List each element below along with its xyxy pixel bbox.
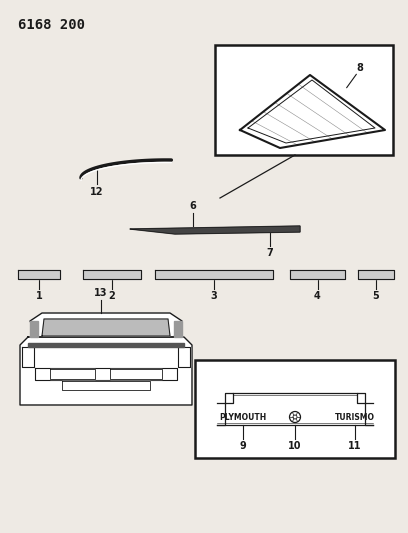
- Polygon shape: [30, 313, 182, 337]
- Polygon shape: [240, 75, 385, 148]
- Text: 9: 9: [239, 441, 246, 451]
- Polygon shape: [22, 347, 34, 367]
- Polygon shape: [83, 270, 141, 279]
- Circle shape: [293, 415, 297, 419]
- Text: 12: 12: [90, 187, 104, 197]
- Text: 1: 1: [35, 291, 42, 301]
- Polygon shape: [30, 321, 38, 337]
- Text: 4: 4: [314, 291, 321, 301]
- Bar: [215, 45, 393, 155]
- Polygon shape: [42, 319, 170, 336]
- Polygon shape: [62, 381, 150, 390]
- Circle shape: [290, 411, 301, 423]
- Text: 13: 13: [94, 288, 108, 298]
- Polygon shape: [290, 270, 345, 279]
- Text: TURISMO: TURISMO: [335, 413, 375, 422]
- Text: PLYMOUTH: PLYMOUTH: [220, 413, 266, 422]
- Text: 6: 6: [190, 201, 196, 211]
- Text: 3: 3: [211, 291, 217, 301]
- Text: 5: 5: [373, 291, 379, 301]
- Text: 2: 2: [109, 291, 115, 301]
- Polygon shape: [18, 270, 60, 279]
- Polygon shape: [50, 369, 95, 379]
- Polygon shape: [130, 226, 300, 234]
- Text: 11: 11: [348, 441, 362, 451]
- Polygon shape: [178, 347, 190, 367]
- Polygon shape: [20, 337, 192, 405]
- Polygon shape: [28, 343, 184, 347]
- Polygon shape: [174, 321, 182, 337]
- Text: 7: 7: [266, 248, 273, 258]
- Polygon shape: [358, 270, 394, 279]
- Bar: [195, 360, 395, 458]
- Polygon shape: [35, 368, 177, 380]
- Text: 6168 200: 6168 200: [18, 18, 85, 32]
- Polygon shape: [155, 270, 273, 279]
- Text: 8: 8: [356, 63, 363, 73]
- Polygon shape: [110, 369, 162, 379]
- Text: 10: 10: [288, 441, 302, 451]
